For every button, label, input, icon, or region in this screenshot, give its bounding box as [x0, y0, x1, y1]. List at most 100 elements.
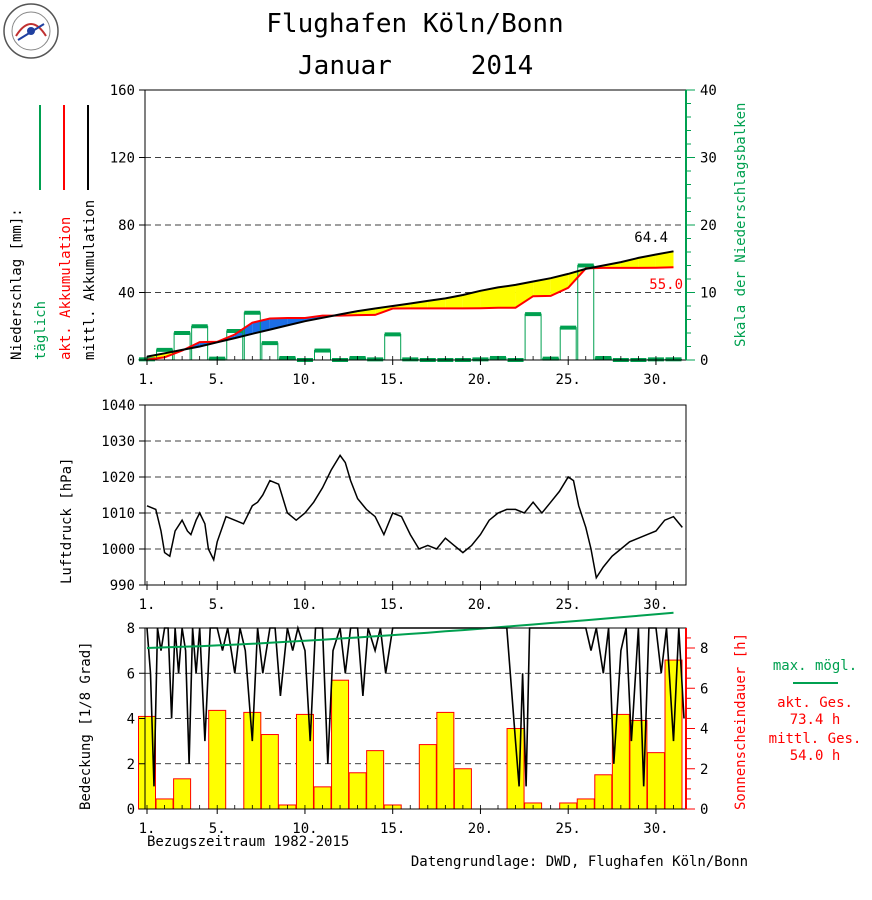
precipitation-total-mean-label: 64.4 [634, 230, 668, 246]
precipitation-ytick-label: 40 [118, 286, 135, 302]
precipitation-xtick-label: 1. [139, 372, 156, 388]
pressure-y-label: Luftdruck [hPa] [59, 458, 75, 584]
cloud-sunshine-xtick-label: 5. [209, 821, 226, 837]
chart-title-year: 2014 [471, 51, 534, 81]
pressure-ytick-label: 1040 [101, 398, 135, 414]
station-logo [3, 3, 59, 59]
precipitation-ytick-label: 160 [110, 83, 135, 99]
legend-max-possible-label: max. mögl. [773, 658, 857, 674]
pressure-panel: 990 1000 1010 1020 1030 1040 1. 5. 10. 15. 20. 25. 3… [59, 398, 687, 613]
precipitation-y2tick-label: 20 [700, 218, 717, 234]
pressure-ytick-label: 1000 [101, 542, 135, 558]
accumulation-difference-segment [515, 281, 534, 308]
cloud-cover-y-label: Bedeckung [1/8 Grad] [78, 641, 94, 810]
precipitation-ytick-label: 0 [127, 353, 135, 369]
precipitation-y2tick-label: 0 [700, 353, 708, 369]
sunshine-bar [594, 774, 613, 810]
sunshine-bar [348, 772, 367, 810]
sunshine-bar [646, 752, 665, 810]
sunshine-bar [366, 750, 385, 810]
cloud-sunshine-xtick-label: 10. [292, 821, 317, 837]
precipitation-y2tick-label: 30 [700, 151, 717, 167]
cloud-sunshine-ytick-label: 2 [127, 757, 135, 773]
pressure-plot-frame [144, 404, 687, 586]
cloud-sunshine-ytick-label: 0 [127, 802, 135, 818]
pressure-xtick-label: 1. [139, 597, 156, 613]
reference-period: Bezugszeitraum 1982-2015 [147, 834, 349, 850]
series-current-accumulation [146, 266, 674, 361]
pressure-gridlines [145, 440, 686, 550]
sunshine-y2tick-label: 4 [700, 722, 708, 738]
sunshine-y-label: Sonnenscheindauer [h] [733, 633, 749, 810]
legend-daily-label: täglich [33, 301, 49, 360]
precipitation-bar [524, 313, 542, 361]
pressure-ytick-label: 1010 [101, 506, 135, 522]
pressure-xtick-label: 5. [209, 597, 226, 613]
accumulation-difference-segment [655, 251, 674, 268]
accumulation-difference-segment [480, 287, 498, 309]
cloud-sunshine-ytick-label: 6 [127, 666, 135, 682]
accumulation-difference-segment [462, 290, 481, 309]
precipitation-xtick-label: 20. [468, 372, 493, 388]
accumulation-difference-segment [533, 278, 551, 297]
legend-current-total-label: akt. Ges. [777, 695, 853, 711]
sunshine-duration-bars [138, 659, 683, 810]
precipitation-axes: 0 40 80 120 160 1. 5. 10. 15. 20. 25. 30. 0 10 20 30 40 [110, 83, 717, 388]
pressure-xtick-label: 30. [643, 597, 668, 613]
sunshine-y2tick-label: 2 [700, 762, 708, 778]
cloud-sunshine-xtick-label: 25. [556, 821, 581, 837]
legend-mean-accumulation-label: mittl. Akkumulation [82, 200, 98, 360]
series-cloud-cover [146, 624, 685, 787]
sunshine-bar [260, 734, 279, 810]
cloud-sunshine-panel: 0 2 4 6 8 1. 5. 10. 15. 20. 25. 30. 0 2 4 6 8 Bedeckung … [78, 611, 862, 837]
sunshine-bar [208, 709, 227, 810]
legend-mean-total-label: mittl. Ges. [769, 731, 862, 747]
pressure-xtick-label: 25. [556, 597, 581, 613]
precipitation-y-label: Niederschlag [mm]: [9, 208, 25, 360]
pressure-ytick-label: 990 [110, 578, 135, 594]
sunshine-bar [331, 679, 350, 810]
pressure-axes: 990 1000 1010 1020 1030 1040 1. 5. 10. 15. 20. 25. 3… [101, 398, 674, 613]
pressure-xtick-label: 15. [380, 597, 405, 613]
precipitation-gridlines [145, 157, 686, 293]
sunshine-bar [611, 713, 630, 810]
accumulation-difference-segment [269, 317, 288, 330]
data-source: Datengrundlage: DWD, Flughafen Köln/Bonn [411, 854, 748, 870]
sunshine-y2tick-label: 8 [700, 641, 708, 657]
cloud-sunshine-ytick-label: 8 [127, 621, 135, 637]
precipitation-xtick-label: 10. [292, 372, 317, 388]
accumulation-difference-segment [620, 257, 639, 268]
precipitation-ytick-label: 80 [118, 218, 135, 234]
cloud-sunshine-axes: 0 2 4 6 8 1. 5. 10. 15. 20. 25. 30. 0 2 4 6 8 [127, 621, 709, 837]
cloud-sunshine-ytick-label: 4 [127, 712, 135, 728]
precipitation-total-current-label: 55.0 [649, 277, 683, 293]
cloud-sunshine-xtick-label: 15. [380, 821, 405, 837]
pressure-xtick-label: 20. [468, 597, 493, 613]
precipitation-y2tick-label: 40 [700, 83, 717, 99]
legend-mean-total-value: 54.0 h [790, 748, 841, 764]
precipitation-bar [243, 312, 261, 361]
accumulation-difference-segment [410, 300, 428, 309]
cloud-sunshine-xtick-label: 30. [643, 821, 668, 837]
pressure-ytick-label: 1020 [101, 470, 135, 486]
precipitation-xtick-label: 25. [556, 372, 581, 388]
precipitation-bar [559, 327, 577, 361]
chart-title-month: Januar [298, 51, 392, 81]
sunshine-bar [173, 778, 192, 810]
accumulation-difference-segment [550, 273, 569, 296]
legend-current-total-value: 73.4 h [790, 712, 841, 728]
chart-title-station: Flughafen Köln/Bonn [266, 9, 563, 39]
precipitation-xtick-label: 15. [380, 372, 405, 388]
sunshine-y2tick-label: 6 [700, 681, 708, 697]
pressure-xtick-label: 10. [292, 597, 317, 613]
cloud-sunshine-xtick-label: 1. [139, 821, 156, 837]
pressure-ytick-label: 1030 [101, 434, 135, 450]
sunshine-bar [418, 744, 437, 810]
legend-current-accumulation-label: akt. Akkumulation [58, 217, 74, 360]
precipitation-ytick-label: 120 [110, 151, 135, 167]
precipitation-xtick-label: 5. [209, 372, 226, 388]
precipitation-xtick-label: 30. [643, 372, 668, 388]
cloud-sunshine-xtick-label: 20. [468, 821, 493, 837]
